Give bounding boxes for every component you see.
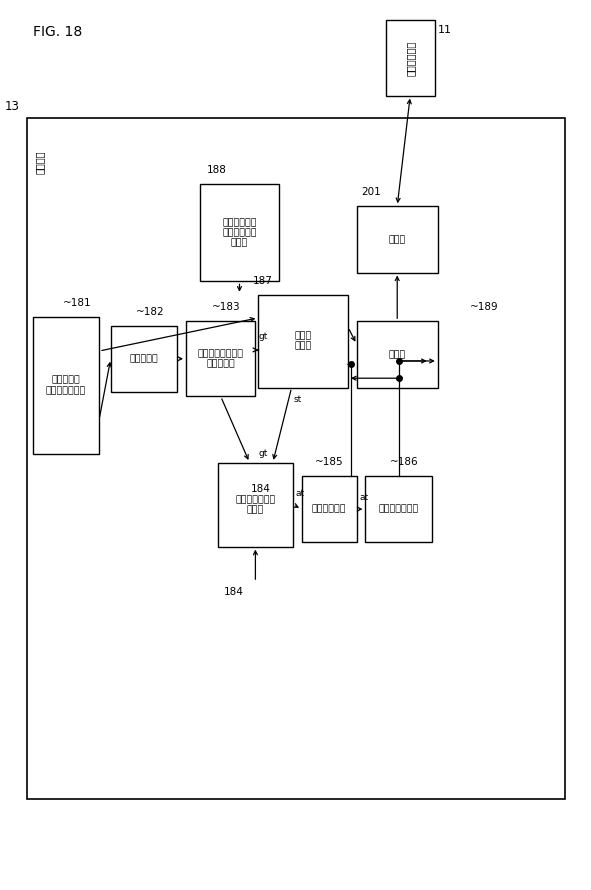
Text: センサモデル
ノイズモデル
発生部: センサモデル ノイズモデル 発生部 xyxy=(222,218,256,247)
Text: 運転制御装置: 運転制御装置 xyxy=(405,40,415,76)
Text: 188: 188 xyxy=(206,166,226,175)
Text: FIG. 18: FIG. 18 xyxy=(33,25,82,39)
Text: ~182: ~182 xyxy=(135,307,164,317)
Bar xyxy=(357,321,438,387)
Text: イベント発生部: イベント発生部 xyxy=(379,505,419,514)
Text: gt: gt xyxy=(258,449,268,458)
Bar xyxy=(258,295,348,387)
Text: 201: 201 xyxy=(361,188,381,198)
Bar xyxy=(365,476,432,542)
Text: シミュレータ: シミュレータ xyxy=(312,505,346,514)
Bar xyxy=(186,321,255,396)
Bar xyxy=(217,463,293,546)
Text: ~186: ~186 xyxy=(390,457,419,467)
Text: 行動決定モデル
算出部: 行動決定モデル 算出部 xyxy=(235,495,275,514)
Text: at: at xyxy=(359,493,369,502)
Text: ~189: ~189 xyxy=(470,303,498,312)
Text: 187: 187 xyxy=(253,276,272,286)
Text: ~185: ~185 xyxy=(315,457,343,467)
Text: gt: gt xyxy=(258,332,268,341)
Text: 検証部: 検証部 xyxy=(389,235,406,244)
Text: 検証装置: 検証装置 xyxy=(34,150,44,174)
Text: 状態量
算出部: 状態量 算出部 xyxy=(294,331,312,351)
Bar xyxy=(357,206,438,272)
Text: 経路生成部: 経路生成部 xyxy=(129,354,158,363)
Text: 出発目的地
ランダム設定部: 出発目的地 ランダム設定部 xyxy=(46,376,86,395)
Text: チェックポイント
位置計算部: チェックポイント 位置計算部 xyxy=(197,349,243,368)
Text: ~181: ~181 xyxy=(63,298,92,308)
Text: 184: 184 xyxy=(251,483,271,494)
Bar xyxy=(27,117,565,799)
Text: at: at xyxy=(296,489,305,498)
Text: 11: 11 xyxy=(438,25,452,35)
Text: 13: 13 xyxy=(5,101,20,113)
Text: st: st xyxy=(293,394,301,403)
Bar xyxy=(302,476,357,542)
Bar xyxy=(386,20,435,95)
Bar xyxy=(111,326,177,392)
Text: ~183: ~183 xyxy=(212,303,241,312)
Text: 記録部: 記録部 xyxy=(389,350,406,359)
Bar xyxy=(33,317,99,454)
Text: 184: 184 xyxy=(224,587,244,596)
Bar xyxy=(200,184,278,281)
